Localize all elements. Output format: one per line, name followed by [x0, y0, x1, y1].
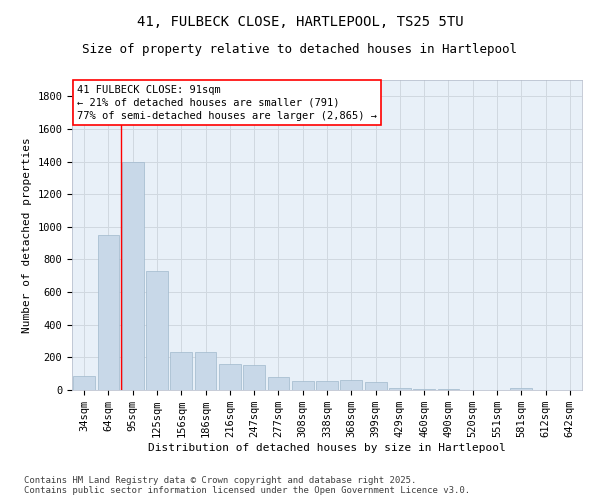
Bar	[97, 235, 119, 390]
Text: 41, FULBECK CLOSE, HARTLEPOOL, TS25 5TU: 41, FULBECK CLOSE, HARTLEPOOL, TS25 5TU	[137, 15, 463, 29]
Bar	[365, 382, 386, 390]
X-axis label: Distribution of detached houses by size in Hartlepool: Distribution of detached houses by size …	[148, 443, 506, 453]
Bar	[340, 380, 362, 390]
Bar	[437, 389, 460, 390]
Text: 41 FULBECK CLOSE: 91sqm
← 21% of detached houses are smaller (791)
77% of semi-d: 41 FULBECK CLOSE: 91sqm ← 21% of detache…	[77, 84, 377, 121]
Bar	[413, 389, 435, 390]
Text: Size of property relative to detached houses in Hartlepool: Size of property relative to detached ho…	[83, 42, 517, 56]
Bar	[292, 381, 314, 390]
Bar	[219, 364, 241, 390]
Bar	[511, 388, 532, 390]
Bar	[268, 377, 289, 390]
Bar	[316, 381, 338, 390]
Bar	[243, 364, 265, 390]
Bar	[194, 352, 217, 390]
Bar	[146, 271, 168, 390]
Y-axis label: Number of detached properties: Number of detached properties	[22, 137, 32, 333]
Bar	[170, 352, 192, 390]
Text: Contains HM Land Registry data © Crown copyright and database right 2025.
Contai: Contains HM Land Registry data © Crown c…	[24, 476, 470, 495]
Bar	[389, 388, 411, 390]
Bar	[73, 376, 95, 390]
Bar	[122, 162, 143, 390]
